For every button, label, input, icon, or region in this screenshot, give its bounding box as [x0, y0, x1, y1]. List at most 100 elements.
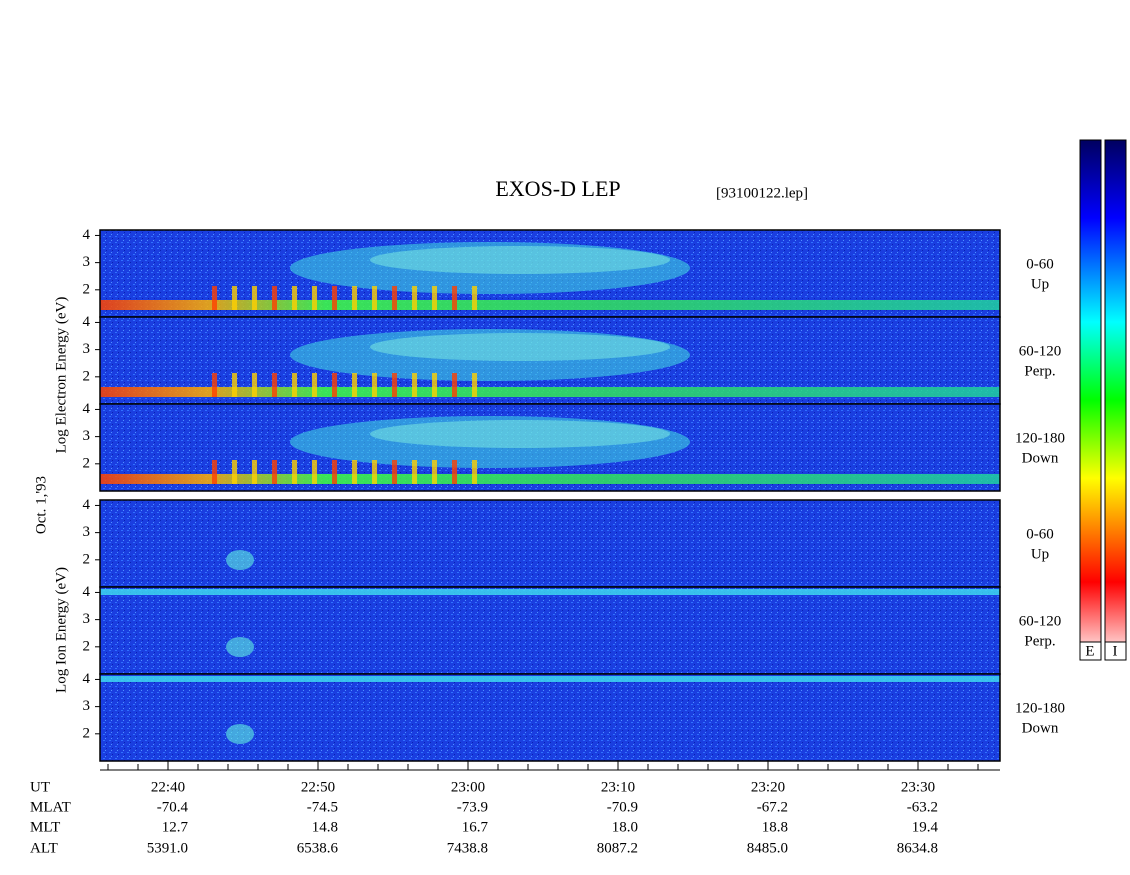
- flux-burst: [432, 460, 437, 484]
- flux-burst: [352, 286, 357, 310]
- x-tick-label: 22:40: [151, 779, 185, 795]
- row-value: -74.5: [307, 799, 338, 815]
- flux-burst: [352, 373, 357, 397]
- row-label: ALT: [30, 840, 58, 856]
- row-value: 7438.8: [447, 840, 488, 856]
- y-tick-label: 2: [83, 551, 91, 567]
- y-tick-label: 4: [83, 401, 91, 417]
- y-tick-label: 4: [83, 671, 91, 687]
- flux-burst: [432, 286, 437, 310]
- flux-feature: [370, 333, 670, 361]
- panel-frame: [99, 673, 1001, 762]
- flux-burst: [292, 286, 297, 310]
- panel-frame: [99, 403, 1001, 492]
- y-tick-label: 4: [83, 314, 91, 330]
- flux-burst: [372, 460, 377, 484]
- flux-burst: [412, 373, 417, 397]
- flux-burst: [232, 286, 237, 310]
- panel-label: 60-120: [1019, 343, 1062, 359]
- panel-label: Down: [1022, 720, 1059, 736]
- panel-label: 120-180: [1015, 430, 1065, 446]
- row-value: 8485.0: [747, 840, 788, 856]
- flux-burst: [232, 460, 237, 484]
- flux-burst: [472, 286, 477, 310]
- flux-burst: [332, 286, 337, 310]
- panel-label: Perp.: [1024, 363, 1055, 379]
- spectrogram-panel: [100, 674, 1000, 761]
- date-label: Oct. 1,'93: [33, 476, 49, 534]
- flux-burst: [292, 373, 297, 397]
- colorbar: [1104, 139, 1127, 661]
- colorbar-label-box: [1079, 641, 1102, 661]
- row-value: -70.9: [607, 799, 638, 815]
- row-value: -67.2: [757, 799, 788, 815]
- flux-burst: [272, 460, 277, 484]
- colorbar-label: I: [1113, 643, 1118, 659]
- flux-burst: [272, 286, 277, 310]
- flux-burst: [212, 286, 217, 310]
- flux-burst: [452, 460, 457, 484]
- row-value: 8087.2: [597, 840, 638, 856]
- flux-burst: [332, 373, 337, 397]
- panel-label: 0-60: [1026, 256, 1054, 272]
- flux-burst: [472, 373, 477, 397]
- y-tick-label: 2: [83, 281, 91, 297]
- row-value: -70.4: [157, 799, 189, 815]
- panel-label: Perp.: [1024, 633, 1055, 649]
- flux-band: [100, 676, 1000, 682]
- flux-burst: [232, 373, 237, 397]
- flux-burst: [272, 373, 277, 397]
- x-tick-label: 23:30: [901, 779, 935, 795]
- flux-burst: [292, 460, 297, 484]
- y-axis-label: Log Electron Energy (eV): [53, 297, 69, 454]
- flux-burst: [392, 460, 397, 484]
- row-label: MLAT: [30, 799, 71, 815]
- flux-burst: [212, 460, 217, 484]
- y-tick-label: 4: [83, 227, 91, 243]
- colorbar: [1079, 139, 1102, 661]
- flux-burst: [352, 460, 357, 484]
- y-tick-label: 3: [83, 428, 91, 444]
- flux-burst: [412, 286, 417, 310]
- x-tick-label: 22:50: [301, 779, 335, 795]
- flux-burst: [252, 373, 257, 397]
- panel-label: Down: [1022, 450, 1059, 466]
- row-value: 8634.8: [897, 840, 938, 856]
- x-tick-label: 23:00: [451, 779, 485, 795]
- y-tick-label: 2: [83, 368, 91, 384]
- flux-burst: [412, 460, 417, 484]
- flux-burst: [252, 460, 257, 484]
- row-value: -63.2: [907, 799, 938, 815]
- row-value: 19.4: [912, 819, 939, 835]
- panel-label: 120-180: [1015, 700, 1065, 716]
- row-value: -73.9: [457, 799, 488, 815]
- row-value: 18.0: [612, 819, 638, 835]
- flux-feature: [370, 246, 670, 274]
- panel-label: Up: [1031, 276, 1049, 292]
- y-tick-label: 4: [83, 497, 91, 513]
- file-label: [93100122.lep]: [716, 185, 808, 201]
- flux-burst: [452, 286, 457, 310]
- x-tick-label: 23:10: [601, 779, 635, 795]
- y-tick-label: 4: [83, 584, 91, 600]
- flux-feature: [226, 637, 254, 657]
- panel-label: Up: [1031, 546, 1049, 562]
- row-value: 18.8: [762, 819, 788, 835]
- y-tick-label: 3: [83, 698, 91, 714]
- colorbar-label-box: [1104, 641, 1127, 661]
- flux-burst: [332, 460, 337, 484]
- flux-feature: [226, 550, 254, 570]
- flux-band: [100, 589, 1000, 595]
- flux-burst: [452, 373, 457, 397]
- row-label: MLT: [30, 819, 60, 835]
- flux-band: [100, 474, 1000, 484]
- flux-burst: [372, 286, 377, 310]
- row-label: UT: [30, 779, 50, 795]
- row-value: 5391.0: [147, 840, 188, 856]
- spectrogram-panel: [100, 500, 1000, 587]
- flux-feature: [370, 420, 670, 448]
- flux-band: [100, 300, 1000, 310]
- flux-burst: [392, 286, 397, 310]
- flux-burst: [312, 373, 317, 397]
- x-tick-label: 23:20: [751, 779, 785, 795]
